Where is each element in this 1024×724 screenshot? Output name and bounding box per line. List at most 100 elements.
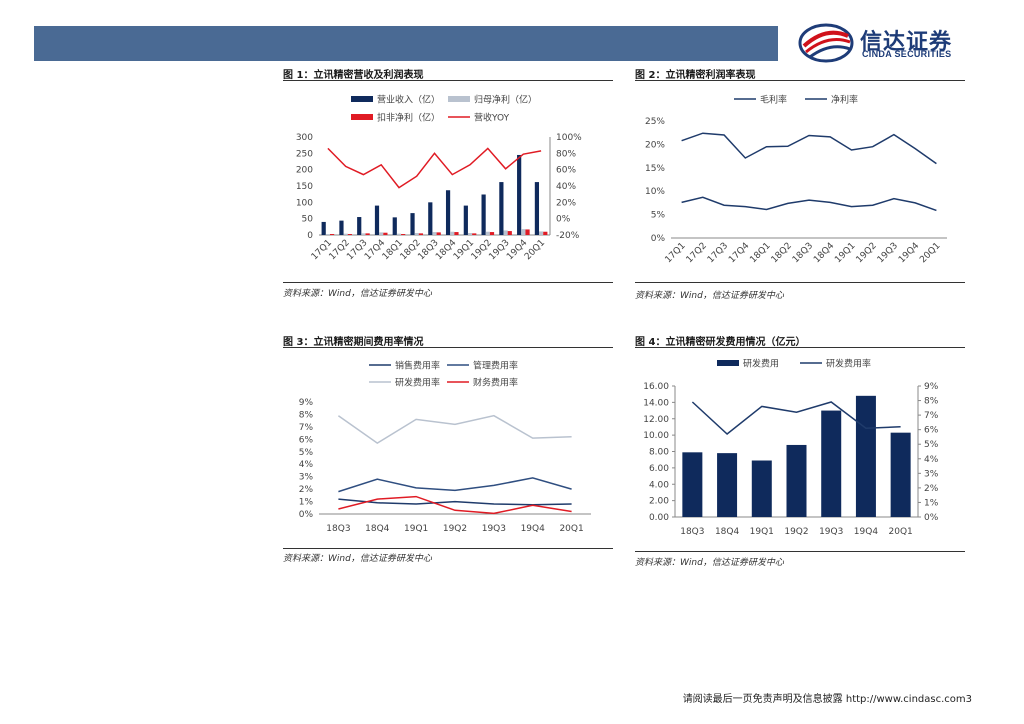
chart-revenue-profit: 营业收入（亿） 归母净利（亿） 扣非净利（亿） 营收YOY 0 50 100 150 200 25… bbox=[296, 94, 582, 263]
figure-3-title: 图 3：立讯精密期间费用率情况 bbox=[283, 337, 424, 348]
bar---20q1 bbox=[890, 432, 911, 517]
y-tick-label: 0% bbox=[299, 510, 314, 520]
bar---17q4 bbox=[379, 232, 384, 235]
bar---19q3 bbox=[499, 182, 504, 235]
y-tick-label: 7% bbox=[299, 423, 314, 433]
bar---19q1 bbox=[751, 460, 772, 517]
x-tick-label-19q3: 19Q3 bbox=[819, 527, 843, 537]
x-tick-label-19q2: 19Q2 bbox=[784, 527, 808, 537]
bar---19q4 bbox=[855, 395, 876, 517]
y-tick-label: 6.00 bbox=[649, 464, 669, 474]
y-tick-label: 3% bbox=[299, 473, 314, 483]
logo-en-text: CINDA SECURITIES bbox=[862, 49, 952, 59]
y-tick-label: 200 bbox=[296, 166, 313, 176]
y2-tick-label: 20% bbox=[556, 198, 576, 208]
bar---20q1 bbox=[543, 231, 548, 235]
chart-profit-margin: 毛利率 净利率0%5%10%15%20%25%17Q117Q217Q317Q418… bbox=[645, 94, 947, 265]
line-- bbox=[338, 477, 572, 493]
y-tick-label: 20% bbox=[645, 140, 665, 150]
x-tick-label-18q1: 18Q1 bbox=[748, 241, 772, 265]
figure-4-source: 资料来源：Wind，信达证券研发中心 bbox=[635, 558, 784, 568]
figure-3-source: 资料来源：Wind，信达证券研发中心 bbox=[283, 554, 432, 564]
bar---19q3 bbox=[503, 230, 508, 235]
x-tick-label-19q4: 19Q4 bbox=[521, 524, 546, 534]
bar---19q2 bbox=[489, 232, 495, 235]
x-tick-label-18q4: 18Q4 bbox=[812, 241, 836, 265]
y2-tick-label: 3% bbox=[924, 469, 939, 479]
x-tick-label-19q3: 19Q3 bbox=[482, 524, 506, 534]
legend-label-1: 研发费用率 bbox=[826, 358, 871, 370]
bar---19q1 bbox=[467, 233, 473, 235]
bar---17q1 bbox=[329, 234, 335, 235]
bar---19q2 bbox=[786, 444, 807, 517]
y-tick-label: 5% bbox=[651, 211, 666, 221]
bar---18q4 bbox=[717, 453, 738, 517]
legend-label-0: 营业收入（亿） bbox=[377, 94, 440, 106]
bar---18q1 bbox=[396, 233, 402, 235]
bar---18q4 bbox=[450, 231, 455, 235]
x-tick-label-18q3: 18Q3 bbox=[680, 527, 704, 537]
figure-2-source: 资料来源：Wind，信达证券研发中心 bbox=[635, 291, 784, 301]
y-tick-label: 8% bbox=[299, 410, 314, 420]
y-tick-label: 0 bbox=[307, 231, 313, 241]
y2-tick-label: -20% bbox=[556, 231, 580, 241]
y2-tick-label: 100% bbox=[556, 133, 582, 143]
bar---18q1 bbox=[401, 234, 406, 235]
y-tick-label: 12.00 bbox=[643, 415, 669, 425]
y-tick-label: 9% bbox=[299, 398, 314, 408]
x-tick-label-20q1: 20Q1 bbox=[559, 524, 583, 534]
bar---18q2 bbox=[410, 213, 415, 235]
logo-cn-text: 信达证券 bbox=[860, 30, 953, 55]
bar---18q4 bbox=[445, 190, 451, 235]
bar---17q2 bbox=[347, 234, 352, 235]
legend-swatch-0 bbox=[717, 360, 739, 366]
y-tick-label: 8.00 bbox=[649, 448, 669, 458]
bar---17q1 bbox=[321, 221, 326, 235]
x-tick-label-18q2: 18Q2 bbox=[770, 241, 794, 265]
bar---19q3 bbox=[507, 231, 512, 235]
y-tick-label: 1% bbox=[299, 498, 314, 508]
bar---17q2 bbox=[339, 220, 344, 235]
bar---18q2 bbox=[414, 233, 419, 235]
x-tick-label-20q1: 20Q1 bbox=[889, 527, 913, 537]
x-tick-label-18q3: 18Q3 bbox=[791, 241, 815, 265]
bar---19q4 bbox=[521, 229, 526, 235]
y-tick-label: 16.00 bbox=[643, 382, 669, 392]
y2-tick-label: 8% bbox=[924, 397, 939, 407]
figure-2-bottom-rule bbox=[635, 282, 965, 283]
bar---17q4 bbox=[383, 232, 388, 235]
y-tick-label: 300 bbox=[296, 133, 313, 143]
x-tick-label-19q3: 19Q3 bbox=[876, 241, 900, 265]
legend-label-0: 研发费用 bbox=[743, 358, 779, 370]
y-tick-label: 4% bbox=[299, 460, 314, 470]
bar---19q4 bbox=[517, 154, 522, 235]
y-tick-label: 10% bbox=[645, 187, 665, 197]
bar---19q3 bbox=[821, 410, 842, 517]
y2-tick-label: 7% bbox=[924, 411, 939, 421]
y-tick-label: 4.00 bbox=[649, 480, 669, 490]
figure-2-top-rule bbox=[635, 80, 965, 81]
x-tick-label-17q2: 17Q2 bbox=[685, 241, 709, 265]
y-tick-label: 250 bbox=[296, 149, 313, 159]
x-tick-label-17q3: 17Q3 bbox=[706, 241, 730, 265]
y2-tick-label: 60% bbox=[556, 166, 576, 176]
x-tick-label-18q4: 18Q4 bbox=[365, 524, 390, 534]
bar---19q1 bbox=[463, 205, 468, 235]
legend-label-3: 营收YOY bbox=[474, 112, 510, 124]
y-tick-label: 150 bbox=[296, 182, 313, 192]
bar---18q3 bbox=[682, 452, 703, 517]
line-- bbox=[691, 401, 901, 435]
bar---17q3 bbox=[361, 233, 366, 235]
figure-4-bottom-rule bbox=[635, 551, 965, 552]
cinda-logo-icon bbox=[798, 23, 854, 63]
bar---18q1 bbox=[392, 217, 397, 235]
x-tick-label-19q1: 19Q1 bbox=[404, 524, 428, 534]
figure-1-source: 资料来源：Wind，信达证券研发中心 bbox=[283, 289, 432, 299]
legend-label-2: 扣非净利（亿） bbox=[377, 112, 440, 124]
y-tick-label: 10.00 bbox=[643, 431, 669, 441]
x-tick-label-20q1: 20Q1 bbox=[918, 241, 942, 265]
line-- bbox=[338, 495, 572, 515]
x-tick-label-19q2: 19Q2 bbox=[443, 524, 467, 534]
bar---19q2 bbox=[481, 194, 486, 235]
